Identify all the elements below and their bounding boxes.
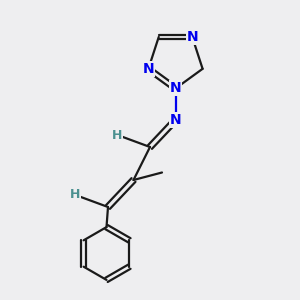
Text: N: N <box>186 30 198 44</box>
Text: N: N <box>142 62 154 76</box>
Text: N: N <box>170 113 181 127</box>
Text: H: H <box>112 128 122 142</box>
Text: N: N <box>170 81 181 95</box>
Text: H: H <box>70 188 80 202</box>
